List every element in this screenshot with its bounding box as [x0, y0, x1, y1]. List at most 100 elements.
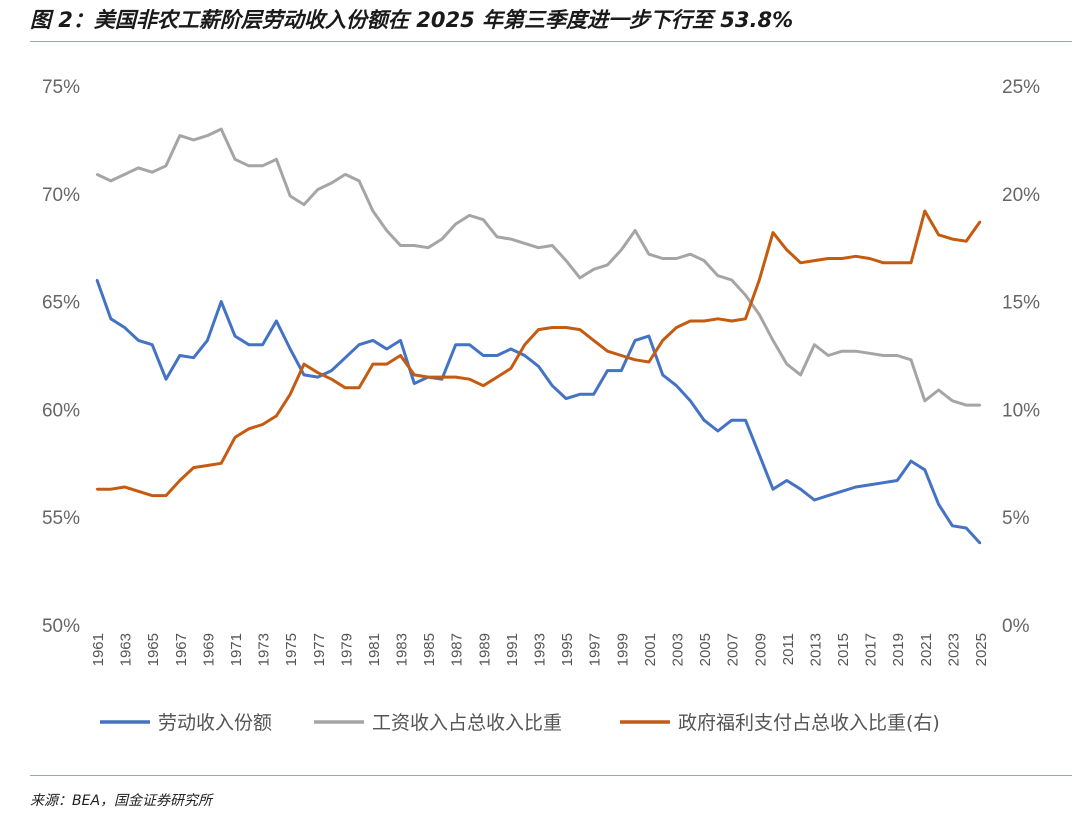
data-point	[275, 158, 278, 161]
data-point	[344, 356, 347, 359]
x-tick-label: 1987	[449, 633, 466, 666]
data-point	[440, 378, 444, 381]
data-point	[357, 343, 361, 346]
y-right-tick-label: 15%	[1002, 293, 1040, 314]
data-point	[523, 242, 526, 245]
legend-label-1: 工资收入占总收入比重	[372, 712, 562, 734]
data-point	[758, 453, 761, 456]
data-point	[951, 237, 954, 241]
y-left-tick-label: 50%	[42, 616, 80, 637]
data-point	[288, 393, 292, 396]
data-point	[716, 317, 720, 321]
data-point	[606, 369, 609, 372]
x-tick-label: 2001	[642, 633, 659, 666]
data-point	[357, 386, 361, 390]
x-tick-label: 2023	[945, 633, 962, 666]
data-point	[730, 319, 733, 323]
data-point	[868, 483, 871, 487]
y-right-tick-label: 20%	[1002, 185, 1040, 206]
x-tick-label: 1961	[90, 633, 107, 666]
data-point	[206, 464, 209, 467]
data-point	[137, 339, 140, 342]
data-point	[578, 276, 582, 280]
data-point	[937, 233, 940, 236]
data-point	[275, 414, 278, 418]
data-point	[233, 158, 237, 161]
x-tick-label: 1983	[394, 633, 411, 666]
data-point	[771, 487, 775, 491]
data-point	[882, 261, 885, 264]
data-point	[137, 490, 140, 493]
data-point	[219, 300, 223, 303]
data-point	[689, 252, 692, 256]
data-point	[661, 373, 664, 377]
data-point	[854, 485, 858, 489]
data-point	[302, 203, 306, 206]
data-point	[247, 427, 250, 431]
data-point	[413, 373, 416, 377]
data-point	[923, 399, 927, 402]
data-point	[399, 244, 402, 247]
data-point	[965, 526, 968, 530]
y-left-tick-label: 55%	[42, 508, 80, 529]
data-point	[344, 173, 347, 176]
data-point	[95, 173, 99, 176]
data-point	[330, 378, 333, 381]
data-point	[192, 466, 195, 469]
data-point	[482, 354, 485, 357]
data-point	[909, 358, 913, 362]
data-point	[564, 397, 568, 400]
x-tick-label: 1997	[587, 633, 604, 666]
data-point	[219, 127, 223, 131]
data-point	[261, 164, 264, 167]
data-point	[702, 319, 706, 323]
x-tick-label: 2013	[807, 633, 824, 666]
data-point	[192, 356, 195, 359]
data-point	[537, 246, 540, 249]
data-point	[578, 328, 582, 331]
data-point	[689, 399, 692, 402]
data-point	[454, 375, 457, 379]
data-point	[647, 334, 651, 338]
data-point	[702, 259, 706, 262]
data-point	[564, 259, 568, 262]
data-point	[937, 503, 940, 506]
y-left-tick-label: 60%	[42, 400, 80, 421]
x-tick-label: 1967	[173, 633, 190, 666]
data-point	[799, 261, 802, 264]
series-line-1	[96, 127, 980, 407]
data-point	[247, 343, 250, 346]
data-point	[978, 541, 982, 545]
data-point	[868, 352, 871, 355]
source-note: 来源：BEA，国金证券研究所	[30, 793, 213, 809]
data-point	[564, 326, 568, 329]
data-point	[647, 252, 651, 256]
data-point	[371, 209, 375, 213]
data-point	[109, 179, 112, 183]
x-tick-label: 1975	[283, 633, 300, 666]
data-point	[716, 429, 720, 433]
x-tick-label: 1973	[256, 633, 273, 666]
x-tick-label: 2003	[669, 633, 686, 666]
series-line-2	[97, 209, 982, 498]
data-point	[799, 487, 802, 491]
data-point	[482, 218, 485, 221]
data-point	[537, 328, 540, 331]
data-point	[454, 343, 457, 346]
data-point	[233, 436, 237, 439]
data-point	[771, 339, 775, 342]
data-point	[744, 418, 747, 422]
data-point	[675, 326, 678, 329]
data-point	[123, 326, 126, 329]
data-point	[896, 354, 899, 357]
data-point	[896, 479, 899, 482]
data-point	[261, 423, 264, 426]
data-point	[620, 354, 623, 357]
data-point	[302, 362, 306, 366]
data-point	[164, 164, 168, 167]
legend-label-2: 政府福利支付占总收入比重(右)	[678, 712, 940, 734]
data-point	[951, 524, 954, 528]
x-tick-label: 1969	[200, 633, 217, 666]
data-point	[744, 293, 747, 297]
data-point	[537, 365, 540, 368]
